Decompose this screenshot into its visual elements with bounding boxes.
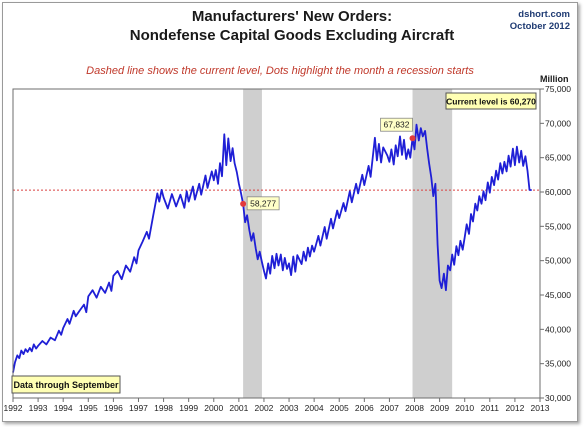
chart-frame bbox=[2, 2, 578, 422]
data-note-label: Data through September bbox=[13, 380, 119, 390]
plot-area-border bbox=[12, 88, 541, 399]
x-tick-label: 1994 bbox=[54, 403, 73, 413]
source-credit: dshort.com October 2012 bbox=[510, 9, 570, 33]
y-tick-label: 35,000 bbox=[545, 359, 571, 369]
y-tick-label: 60,000 bbox=[545, 187, 571, 197]
y-axis-unit-label: Million bbox=[540, 74, 569, 84]
y-tick-label: 30,000 bbox=[545, 393, 571, 403]
x-tick-label: 1998 bbox=[154, 403, 173, 413]
x-tick-label: 2008 bbox=[405, 403, 424, 413]
recession-start-dot-1 bbox=[240, 200, 247, 207]
data-note-box bbox=[11, 375, 121, 394]
chart-subtitle: Nondefense Capital Goods Excluding Aircr… bbox=[129, 27, 455, 44]
y-tick-label: 70,000 bbox=[545, 118, 571, 128]
x-tick-label: 2006 bbox=[355, 403, 374, 413]
x-tick-label: 2005 bbox=[330, 403, 349, 413]
x-tick-label: 2003 bbox=[280, 403, 299, 413]
recession-bands bbox=[243, 89, 453, 398]
x-tick-label: 1995 bbox=[79, 403, 98, 413]
x-tick-label: 2000 bbox=[204, 403, 223, 413]
x-tick-label: 1999 bbox=[179, 403, 198, 413]
data-note-callout: Data through September bbox=[11, 375, 121, 394]
y-axis: 30,000 35,000 40,000 45,000 50,000 55,000 60,0… bbox=[540, 84, 571, 403]
y-tick-label: 40,000 bbox=[545, 324, 571, 334]
recession-start-dot-2 bbox=[409, 135, 416, 142]
x-tick-label: 1992 bbox=[4, 403, 23, 413]
source-site: dshort.com bbox=[518, 9, 570, 20]
series-line bbox=[12, 123, 532, 373]
recession-markers: 58,277 67,832 bbox=[240, 117, 416, 211]
current-level-callout: Current level is 60,270 bbox=[445, 92, 537, 110]
current-level-label: Current level is 60,270 bbox=[446, 97, 536, 107]
recession-marker-box-1 bbox=[246, 196, 280, 211]
x-tick-label: 1993 bbox=[29, 403, 48, 413]
recession-marker-label-2: 67,832 bbox=[384, 120, 410, 130]
x-tick-label: 2004 bbox=[305, 403, 324, 413]
x-tick-label: 2010 bbox=[455, 403, 474, 413]
y-tick-label: 45,000 bbox=[545, 290, 571, 300]
x-axis: 1992 1993 1994 1995 1996 1997 1998 1999 2000 2001… bbox=[4, 398, 550, 413]
y-tick-label: 50,000 bbox=[545, 256, 571, 266]
x-tick-label: 2011 bbox=[481, 403, 500, 413]
x-tick-label: 2009 bbox=[430, 403, 449, 413]
source-date: October 2012 bbox=[509, 21, 570, 32]
recession-marker-box-2 bbox=[380, 117, 413, 132]
y-tick-label: 55,000 bbox=[545, 221, 571, 231]
chart-title: Manufacturers' New Orders: bbox=[191, 8, 393, 25]
chart-annotation: Dashed line shows the current level, Dot… bbox=[86, 65, 474, 77]
x-tick-label: 1997 bbox=[129, 403, 148, 413]
x-tick-label: 2001 bbox=[229, 403, 248, 413]
current-level-box bbox=[445, 92, 537, 110]
y-tick-label: 65,000 bbox=[545, 153, 571, 163]
recession-marker-label-1: 58,277 bbox=[250, 198, 276, 208]
recession-band-1 bbox=[243, 89, 262, 398]
x-tick-label: 2007 bbox=[380, 403, 399, 413]
x-tick-label: 2002 bbox=[254, 403, 273, 413]
x-tick-label: 2012 bbox=[505, 403, 524, 413]
x-tick-label: 2013 bbox=[531, 403, 550, 413]
y-tick-label: 75,000 bbox=[545, 84, 571, 94]
x-tick-label: 1996 bbox=[104, 403, 123, 413]
